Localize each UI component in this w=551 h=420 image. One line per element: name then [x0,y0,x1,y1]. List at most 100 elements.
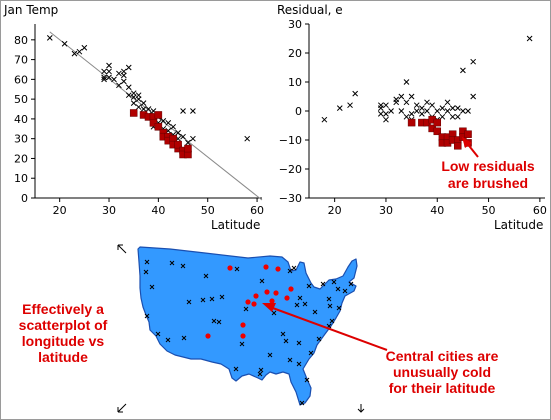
map-city-point [331,279,337,285]
jan-temp-point [140,106,147,112]
map-city-point [203,273,209,279]
map-city-point [304,377,310,383]
residual-point [439,105,446,111]
map-city-point [258,367,264,373]
residual-y-tick-label: −10 [279,134,302,147]
residual-brushed-point [454,142,462,150]
residual-point [413,108,420,114]
resize-handle-bottom-left-icon[interactable] [117,403,127,413]
residual-points [321,35,533,150]
residual-point [470,93,477,100]
jan-temp-x-ticks: 20 30 40 50 60 [53,198,264,217]
map-city-point [335,286,341,292]
jan-temp-point [101,76,107,83]
residual-point [377,111,384,117]
jan-temp-y-ticks: 0 10 20 30 40 50 60 70 80 [14,34,35,205]
map-city-point [316,336,322,342]
residual-y-ticks: −30 −20 −10 0 10 20 30 [279,18,309,205]
map-brushed-city-point [240,333,246,339]
jan-temp-x-tick-label: 30 [102,204,116,217]
map-city-point [287,268,293,274]
map-city-point [271,310,277,316]
jan-temp-point [125,84,132,91]
map-city-point [149,284,155,290]
jan-temp-point [46,34,53,41]
residual-brushed-point [464,130,472,138]
jan-temp-point [125,64,132,71]
jan-temp-point [111,76,117,83]
central-cities-annotation: Central cities are unusually cold for th… [262,303,499,396]
jan-temp-point [160,118,167,124]
jan-temp-brushed-point [184,144,192,153]
jan-temp-x-tick-label: 40 [151,204,165,217]
jan-temp-xlabel: Latitude [211,218,260,232]
jan-temp-y-tick-label: 30 [14,133,28,146]
central-cities-text-3: for their latitude [389,380,496,396]
jan-temp-y-tick-label: 20 [14,152,28,165]
jan-temp-point [116,70,122,77]
residual-brushed-point [433,127,442,136]
central-cities-arrow [269,306,388,351]
map-city-point [180,263,186,269]
map-brushed-city-point [273,290,279,296]
jan-temp-title: Jan Temp [3,3,58,17]
scatterplot-note: Effectively a scatterplot of longitude v… [19,301,108,365]
us-map[interactable] [117,244,365,413]
map-city-point [239,341,245,347]
residual-x-tick-label: 60 [533,204,547,217]
jan-temp-point [185,139,191,146]
residual-point [336,105,343,111]
residual-x-tick-label: 30 [379,204,393,217]
map-city-point [143,269,149,275]
map-city-point [144,313,150,319]
jan-temp-brushed-point [154,123,163,131]
residual-title: Residual, e [277,3,343,17]
residual-point [347,102,353,109]
residual-point [449,113,456,120]
map-city-point [200,297,206,303]
map-city-point [326,296,332,302]
residual-x-ticks: 20 30 40 50 60 [328,198,547,217]
residual-point [403,99,410,106]
map-city-point [296,361,302,367]
map-city-point [308,350,314,356]
jan-temp-point [116,82,122,89]
jan-temp-point [135,96,142,102]
residual-point [449,105,456,111]
map-brushed-city-point [284,295,290,301]
central-cities-text-1: Central cities are [386,348,499,364]
map-brushed-city-point [253,293,259,299]
resize-handle-top-left-icon[interactable] [117,244,127,254]
residual-brushed-point [407,118,416,127]
resize-handle-bottom-icon[interactable] [357,404,365,413]
residual-point [460,108,466,114]
residual-point [454,105,461,111]
map-city-point [280,331,286,337]
jan-temp-brushed-point [154,111,163,119]
map-city-point [234,266,240,272]
map-resize-handles[interactable] [117,244,365,413]
residual-xlabel: Latitude [494,218,543,232]
map-city-point [144,259,150,265]
scatterplot-note-line-1: Effectively a [22,301,104,317]
map-city-point [287,357,293,363]
residual-point [393,99,400,106]
residual-point [352,90,359,97]
jan-temp-point [101,74,107,81]
residual-y-tick-label: 20 [288,47,302,60]
map-city-point [342,288,348,294]
map-brushed-city-point [251,301,257,307]
map-brushed-city-point [269,298,275,304]
map-city-point [312,309,318,315]
jan-temp-scatterplot[interactable]: Jan Temp 0 10 20 30 40 50 60 70 80 20 30 40 50 60 La… [3,3,264,232]
map-city-point [283,338,289,344]
residual-point [403,79,410,85]
low-residuals-text-1: Low residuals [441,158,535,174]
map-brushed-city-point [263,264,269,270]
map-city-point [219,294,225,300]
us-map-shape [137,246,358,406]
residual-point [460,67,466,74]
low-residuals-annotation: Low residuals are brushed [441,137,535,191]
